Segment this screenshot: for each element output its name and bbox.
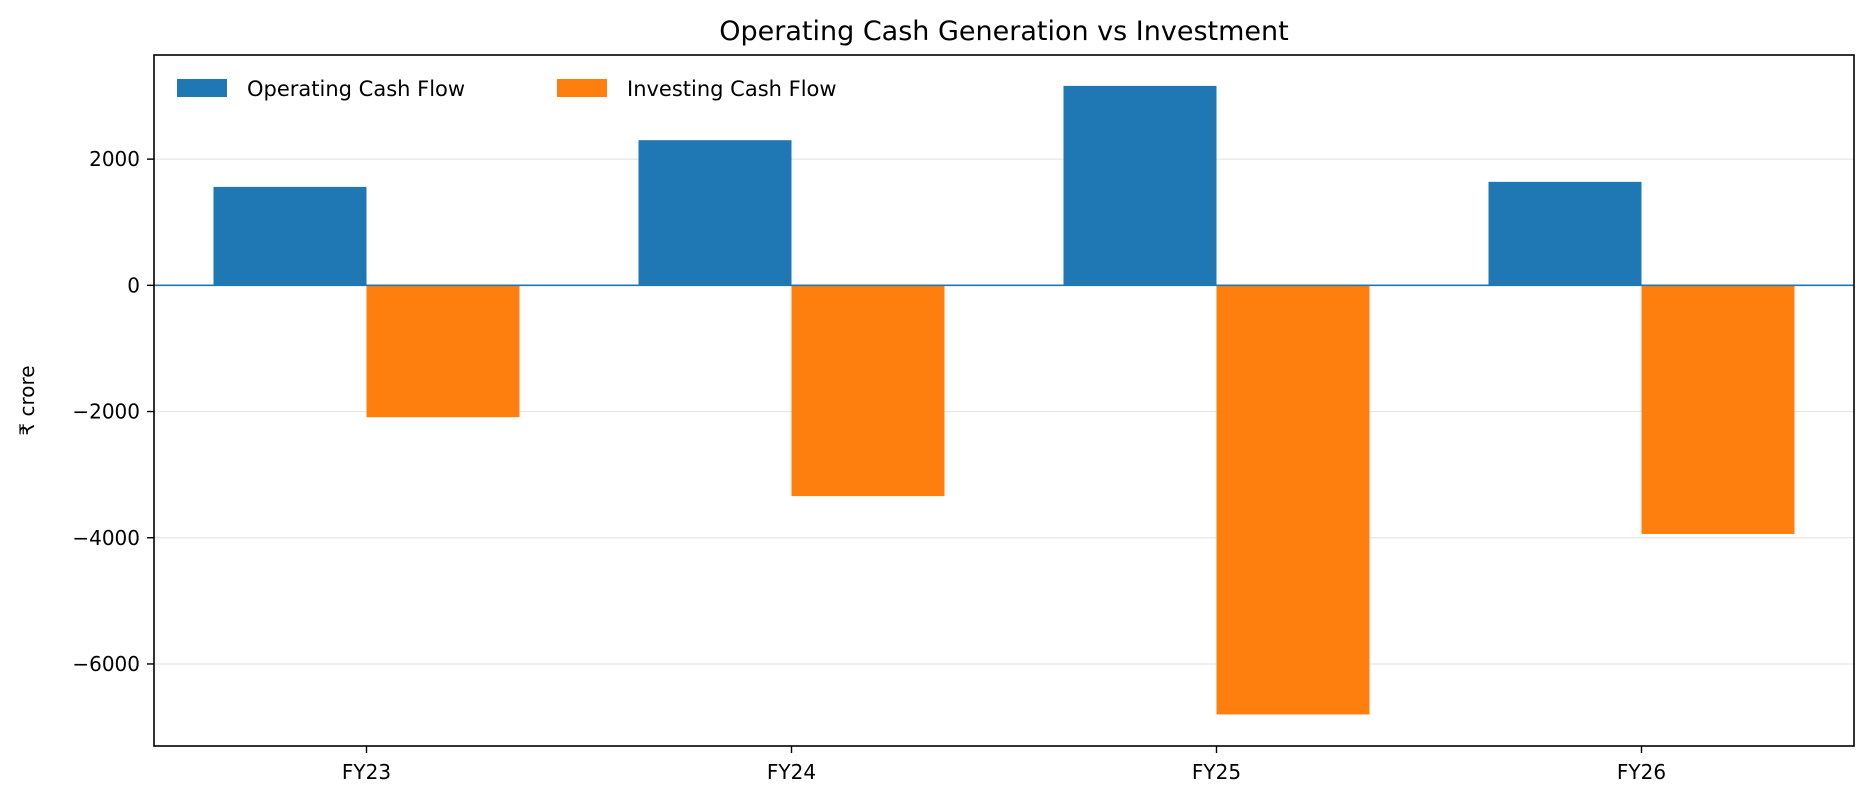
legend-label: Investing Cash Flow bbox=[627, 77, 837, 101]
axis-ticks: 2000 0 −2000 −4000 −6000 FY23 FY24 FY25 FY26 bbox=[72, 147, 1666, 784]
x-tick-label: FY25 bbox=[1192, 760, 1241, 784]
bar-investing-cash-flow-fy25 bbox=[1216, 285, 1370, 715]
y-tick-label: 0 bbox=[127, 273, 140, 297]
y-tick-label: 2000 bbox=[89, 147, 140, 171]
bar-operating-cash-flow-fy23 bbox=[213, 186, 367, 286]
bar-investing-cash-flow-fy24 bbox=[791, 285, 945, 497]
x-tick-label: FY24 bbox=[767, 760, 816, 784]
x-tick-label: FY26 bbox=[1617, 760, 1666, 784]
chart-title: Operating Cash Generation vs Investment bbox=[719, 16, 1289, 47]
bar-operating-cash-flow-fy25 bbox=[1063, 85, 1217, 286]
plot-frame bbox=[153, 54, 1855, 747]
bar-operating-cash-flow-fy24 bbox=[638, 140, 792, 286]
y-axis-title: ₹ crore bbox=[15, 365, 39, 435]
legend-swatch bbox=[557, 79, 607, 97]
bar-investing-cash-flow-fy23 bbox=[366, 285, 520, 418]
x-tick-label: FY23 bbox=[342, 760, 391, 784]
bars bbox=[213, 85, 1795, 715]
bar-operating-cash-flow-fy26 bbox=[1488, 181, 1642, 286]
legend: Operating Cash Flow Investing Cash Flow bbox=[177, 77, 837, 101]
y-tick-label: −4000 bbox=[72, 526, 140, 550]
y-tick-label: −6000 bbox=[72, 652, 140, 676]
bar-investing-cash-flow-fy26 bbox=[1641, 285, 1795, 534]
y-tick-label: −2000 bbox=[72, 400, 140, 424]
legend-swatch bbox=[177, 79, 227, 97]
legend-label: Operating Cash Flow bbox=[247, 77, 465, 101]
